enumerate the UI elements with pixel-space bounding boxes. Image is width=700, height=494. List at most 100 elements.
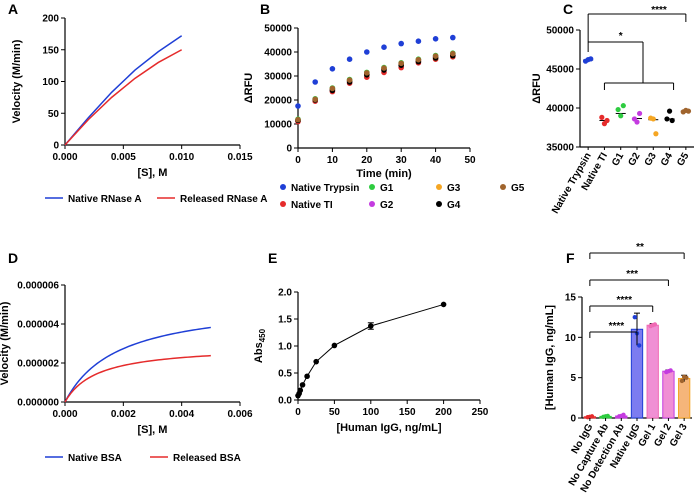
panel-b-xtick-label: 10 (327, 155, 339, 166)
panel-b-ylabel: ΔRFU (243, 73, 255, 104)
panel-a-ylabel: Velocity (M/min) (11, 39, 23, 123)
panel-c-xtick-label: G2 (626, 151, 642, 168)
panel-d-ylabel: Velocity (M/min) (0, 301, 11, 385)
panel-e-xlabel: [Human IgG, ng/mL] (336, 422, 441, 434)
panel-b-point-native-trypsin (295, 103, 301, 109)
panel-b-legend-marker-0 (280, 184, 286, 190)
panel-c-point-g4 (664, 116, 670, 122)
panel-b-ytick-label: 0 (286, 144, 292, 155)
panel-b-ytick-label: 40000 (264, 48, 292, 59)
panel-b-legend-label-2: G1 (380, 183, 394, 194)
panel-e-point (304, 373, 310, 380)
panel-f-ytick-label: 0 (570, 414, 576, 425)
panel-e-xtick-label: 150 (399, 407, 416, 418)
panel-f-point (684, 375, 689, 380)
panel-f-ytick-label: 15 (565, 293, 577, 304)
panel-e-xtick-label: 200 (435, 407, 452, 418)
panel-f-label: F (566, 250, 575, 266)
panel-e-point (368, 323, 374, 329)
panel-a-ytick-label: 50 (48, 109, 60, 120)
panel-a-legend-label-0: Native RNase A (68, 194, 142, 205)
panel-b-point-g5 (398, 60, 405, 67)
panel-d-ytick-label: 0.000004 (17, 320, 59, 331)
panel-e-point (440, 301, 447, 308)
panel-f-bar-gel-1 (646, 324, 659, 419)
panel-b-label: B (260, 1, 270, 17)
panel-a-ytick-label: 100 (42, 77, 59, 88)
panel-b-point-native-trypsin (381, 44, 387, 50)
panel-d-legend-label-1: Released BSA (173, 453, 241, 464)
panel-c-point-g3 (650, 116, 656, 122)
panel-f-annotation: **** (616, 295, 632, 306)
panel-b-point-g5 (450, 50, 456, 57)
panel-b-ytick-label: 10000 (264, 120, 292, 131)
panel-a-xtick-label: 0.010 (169, 152, 194, 163)
panel-c-point-g4 (669, 117, 675, 124)
panel-e-ytick-label: 0.5 (278, 369, 292, 380)
panel-c-point-native-trypsin (588, 56, 594, 62)
panel-b-legend-label-1: Native TI (291, 200, 333, 211)
panel-b-point-native-trypsin (398, 40, 405, 47)
panel-d-xtick-label: 0.002 (111, 409, 136, 420)
panel-e-xtick-label: 250 (472, 407, 489, 418)
panel-c-annotation-inner: * (619, 31, 623, 42)
panel-b-point-g5 (295, 116, 301, 123)
panel-b-point-native-trypsin (450, 34, 456, 41)
panel-a-xtick-label: 0.015 (227, 152, 252, 163)
panel-c-xtick-label: G5 (675, 151, 691, 168)
panel-c-point-g5 (685, 108, 692, 114)
panel-f-point (652, 322, 658, 327)
panel-e-xtick-label: 0 (295, 407, 301, 418)
panel-c-label: C (563, 1, 573, 17)
panel-a-ytick-label: 200 (42, 14, 59, 25)
panel-b-point-g5 (346, 77, 353, 83)
panel-f-point (589, 414, 595, 419)
panel-c-point-g2 (637, 110, 643, 117)
panel-e-ytick-label: 2.0 (278, 288, 292, 299)
panel-f-point (632, 314, 637, 320)
panel-b-xtick-label: 50 (464, 155, 476, 166)
panel-b-point-native-trypsin (329, 66, 336, 72)
panel-b-ytick-label: 30000 (264, 72, 292, 83)
panel-b-xtick-label: 40 (430, 155, 442, 166)
panel-b-xlabel: Time (min) (356, 168, 412, 180)
panel-c-ytick-label: 40000 (546, 104, 574, 115)
panel-c-ytick-label: 35000 (546, 143, 574, 154)
panel-e-ytick-label: 1.0 (278, 342, 292, 353)
panel-e-xtick-label: 50 (329, 407, 341, 418)
panel-d-ytick-label: 0.000006 (17, 281, 59, 292)
panel-e-point (313, 358, 320, 365)
panel-a-line-1 (64, 49, 183, 146)
panel-e-ytick-label: 1.5 (278, 315, 292, 326)
panel-b-point-native-trypsin (312, 79, 319, 85)
panel-c-point-g3 (653, 131, 659, 137)
panel-f-point (668, 368, 673, 373)
panel-b-legend-marker-3 (369, 201, 375, 207)
panel-c-point-g1 (618, 113, 624, 119)
panel-f-ytick-label: 10 (565, 333, 577, 344)
panel-a-ytick-label: 150 (42, 45, 59, 56)
panel-b-legend-label-4: G3 (447, 183, 461, 194)
panel-f-annotation: ** (636, 242, 644, 253)
panel-f-xtick-label: Gel 3 (668, 422, 690, 449)
panel-e-xtick-label: 100 (362, 407, 379, 418)
panel-a-xtick-label: 0.000 (52, 152, 77, 163)
panel-a-legend-label-1: Released RNase A (180, 194, 267, 205)
panel-b-point-g5 (415, 56, 422, 63)
panel-b-legend-label-3: G2 (380, 200, 394, 211)
panel-d-xtick-label: 0.000 (52, 409, 77, 420)
panel-b-point-g5 (312, 96, 319, 103)
panel-a-xtick-label: 0.005 (111, 152, 136, 163)
panel-f-ytick-label: 5 (570, 373, 576, 384)
panel-f-point (637, 343, 642, 348)
panel-e-point (297, 387, 304, 394)
panel-d-xtick-label: 0.006 (227, 409, 252, 420)
panel-c-ytick-label: 50000 (546, 26, 574, 37)
panel-b-point-g5 (364, 70, 370, 76)
panel-d-ytick-label: 0.000000 (17, 398, 59, 409)
panel-c-xtick-label: G1 (610, 151, 626, 168)
panel-e-point (299, 382, 306, 388)
panel-b-ytick-label: 50000 (264, 24, 292, 35)
panel-e-ytick-label: 0.0 (278, 396, 292, 407)
